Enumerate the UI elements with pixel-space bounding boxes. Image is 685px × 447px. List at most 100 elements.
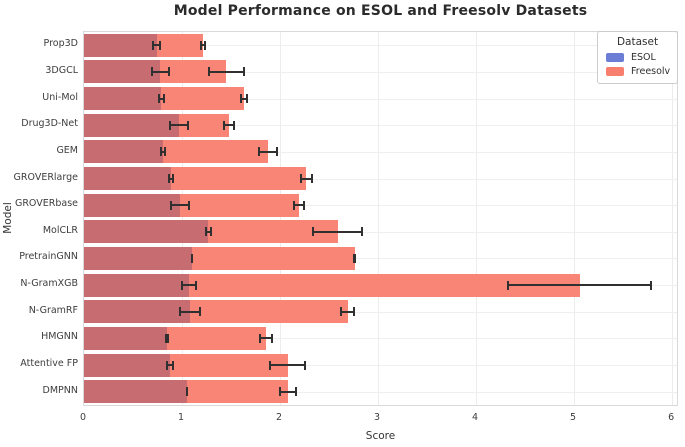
error-bar-line bbox=[151, 44, 162, 47]
y-tick-label: MolCLR bbox=[42, 224, 78, 236]
error-bar-cap bbox=[242, 67, 245, 77]
error-bar-line bbox=[166, 364, 175, 367]
error-bar-cap bbox=[160, 147, 163, 157]
error-bar-cap bbox=[207, 67, 210, 77]
error-bar-cap bbox=[169, 120, 172, 130]
error-bar-cap bbox=[168, 67, 171, 77]
error-bar-cap bbox=[354, 253, 357, 263]
freesolv-error-bar bbox=[259, 333, 274, 343]
error-bar-line bbox=[181, 284, 197, 287]
error-bar-line bbox=[169, 124, 189, 127]
error-bar-line bbox=[150, 70, 171, 73]
error-bar-line bbox=[259, 337, 274, 340]
error-bar-cap bbox=[204, 227, 207, 237]
freesolv-swatch-icon bbox=[606, 67, 624, 76]
error-bar-cap bbox=[299, 174, 302, 184]
freesolv-error-bar bbox=[292, 200, 305, 210]
esol-error-bar bbox=[185, 387, 188, 397]
error-bar-line bbox=[204, 230, 213, 233]
x-tick-label: 2 bbox=[276, 412, 283, 423]
plot-area bbox=[83, 31, 678, 406]
gridline-horizontal bbox=[84, 338, 677, 340]
y-tick-label: GROVERbase bbox=[14, 198, 78, 210]
x-tick-label: 3 bbox=[374, 412, 381, 423]
error-bar-line bbox=[292, 204, 305, 207]
esol-swatch-icon bbox=[606, 53, 624, 62]
error-bar-cap bbox=[157, 94, 160, 104]
gridline-vertical bbox=[475, 32, 477, 405]
error-bar-cap bbox=[361, 227, 364, 237]
error-bar-line bbox=[312, 230, 364, 233]
esol-error-bar bbox=[179, 307, 201, 317]
x-tick-label: 4 bbox=[472, 412, 479, 423]
error-bar-cap bbox=[302, 200, 305, 210]
freesolv-error-bar bbox=[223, 120, 235, 130]
freesolv-error-bar bbox=[199, 40, 206, 50]
gridline-horizontal bbox=[84, 205, 677, 207]
bar-esol-overlap bbox=[84, 353, 171, 377]
error-bar-cap bbox=[650, 280, 653, 290]
error-bar-cap bbox=[339, 307, 342, 317]
y-axis-title: Model bbox=[2, 202, 14, 234]
y-tick-label: 3DGCL bbox=[45, 64, 78, 76]
error-bar-cap bbox=[294, 387, 297, 397]
error-bar-cap bbox=[210, 227, 213, 237]
error-bar-cap bbox=[194, 280, 197, 290]
error-bar-cap bbox=[167, 333, 170, 343]
legend-label-esol: ESOL bbox=[631, 52, 656, 63]
error-bar-cap bbox=[259, 333, 262, 343]
error-bar-cap bbox=[304, 360, 307, 370]
freesolv-error-bar bbox=[339, 307, 356, 317]
error-bar-line bbox=[507, 284, 653, 287]
bar-esol-overlap bbox=[84, 273, 189, 297]
esol-error-bar bbox=[160, 147, 167, 157]
legend-entry-freesolv: Freesolv bbox=[604, 66, 671, 77]
error-bar-line bbox=[160, 150, 167, 153]
error-bar-cap bbox=[190, 253, 193, 263]
error-bar-cap bbox=[223, 120, 226, 130]
esol-error-bar bbox=[157, 94, 166, 104]
error-bar-cap bbox=[151, 40, 154, 50]
freesolv-error-bar bbox=[279, 387, 297, 397]
y-tick-label: Attentive FP bbox=[20, 358, 78, 370]
freesolv-error-bar bbox=[258, 147, 279, 157]
bar-esol-overlap bbox=[84, 167, 172, 191]
gridline-horizontal bbox=[84, 151, 677, 153]
y-tick-label: Uni-Mol bbox=[42, 91, 78, 103]
error-bar-cap bbox=[239, 94, 242, 104]
gridline-horizontal bbox=[84, 71, 677, 73]
y-tick-label: GROVERlarge bbox=[13, 171, 78, 183]
error-bar-line bbox=[179, 310, 201, 313]
error-bar-cap bbox=[311, 174, 314, 184]
error-bar-line bbox=[223, 124, 235, 127]
y-tick-label: N-GramRF bbox=[28, 304, 78, 316]
error-bar-cap bbox=[258, 147, 261, 157]
bar-esol-overlap bbox=[84, 113, 180, 137]
gridline-horizontal bbox=[84, 125, 677, 127]
gridline-horizontal bbox=[84, 98, 677, 100]
bar-esol-overlap bbox=[84, 300, 190, 324]
x-tick-label: 6 bbox=[668, 412, 675, 423]
error-bar-cap bbox=[159, 40, 162, 50]
esol-error-bar bbox=[170, 200, 190, 210]
error-bar-cap bbox=[203, 40, 206, 50]
gridline-vertical bbox=[377, 32, 379, 405]
esol-error-bar bbox=[181, 280, 197, 290]
y-tick-label: N-GramXGB bbox=[20, 278, 78, 290]
bar-esol-overlap bbox=[84, 140, 164, 164]
freesolv-error-bar bbox=[507, 280, 653, 290]
gridline-horizontal bbox=[84, 45, 677, 47]
error-bar-cap bbox=[232, 120, 235, 130]
error-bar-cap bbox=[279, 387, 282, 397]
gridline-horizontal bbox=[84, 231, 677, 233]
error-bar-cap bbox=[353, 307, 356, 317]
error-bar-line bbox=[339, 310, 356, 313]
error-bar-line bbox=[299, 177, 314, 180]
error-bar-cap bbox=[170, 200, 173, 210]
y-tick-label: Prop3D bbox=[43, 38, 78, 50]
bar-esol-overlap bbox=[84, 60, 161, 84]
error-bar-cap bbox=[269, 360, 272, 370]
x-tick-label: 1 bbox=[177, 412, 185, 423]
esol-error-bar bbox=[204, 227, 213, 237]
gridline-vertical bbox=[181, 32, 183, 405]
